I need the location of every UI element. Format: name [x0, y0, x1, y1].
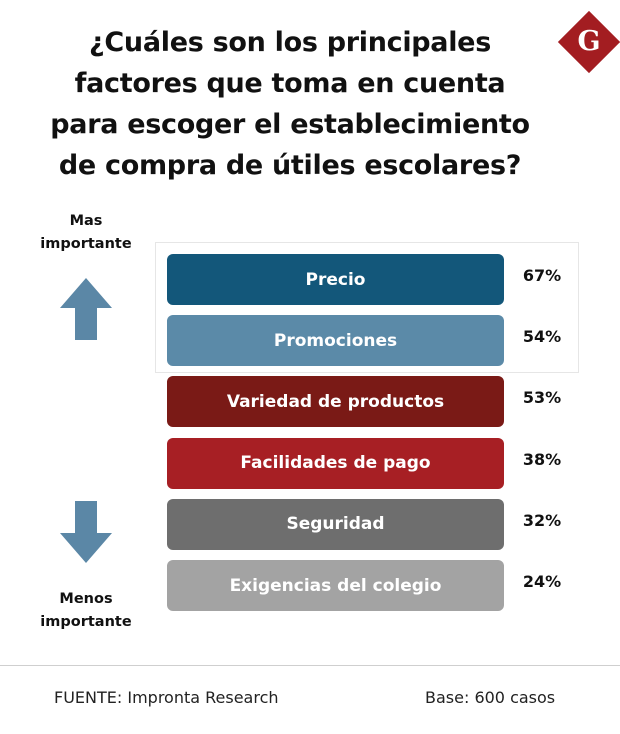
factor-percentage: 38%	[522, 449, 562, 469]
factor-bar: Promociones	[167, 315, 504, 367]
factor-bar: Exigencias del colegio	[167, 560, 504, 611]
factor-percentage: 67%	[522, 266, 562, 285]
most-important-label-line: Mas	[69, 213, 103, 229]
factor-bar: Variedad de productos	[167, 376, 504, 428]
factor-percentage: 54%	[522, 327, 562, 347]
factor-percentage: 24%	[522, 572, 562, 591]
factor-percentage: 53%	[522, 388, 562, 408]
source-note: FUENTE: Impronta Research	[54, 688, 279, 707]
title-line: para escoger el establecimiento	[50, 109, 530, 140]
factor-percentage: 32%	[522, 510, 562, 530]
most-important-label: Mas importante	[26, 210, 146, 256]
chart-title: ¿Cuáles son los principales factores que…	[30, 22, 550, 186]
factor-bar: Seguridad	[167, 498, 504, 550]
sample-base-note: Base: 600 casos	[425, 688, 556, 707]
arrow-up-icon	[60, 278, 112, 340]
factor-bar: Facilidades de pago	[167, 437, 504, 489]
least-important-label: Menos importante	[26, 588, 146, 634]
factor-bar: Precio	[167, 254, 504, 305]
least-important-label-line: Menos	[59, 591, 113, 607]
title-line: de compra de útiles escolares?	[58, 150, 522, 181]
arrow-down-icon	[60, 501, 112, 563]
title-line: factores que toma en cuenta	[74, 68, 506, 99]
most-important-label-line: importante	[40, 236, 132, 252]
brand-logo-letter: G	[577, 26, 601, 57]
title-line: ¿Cuáles son los principales	[89, 27, 491, 58]
footer-divider	[0, 665, 620, 666]
least-important-label-line: importante	[40, 614, 132, 630]
